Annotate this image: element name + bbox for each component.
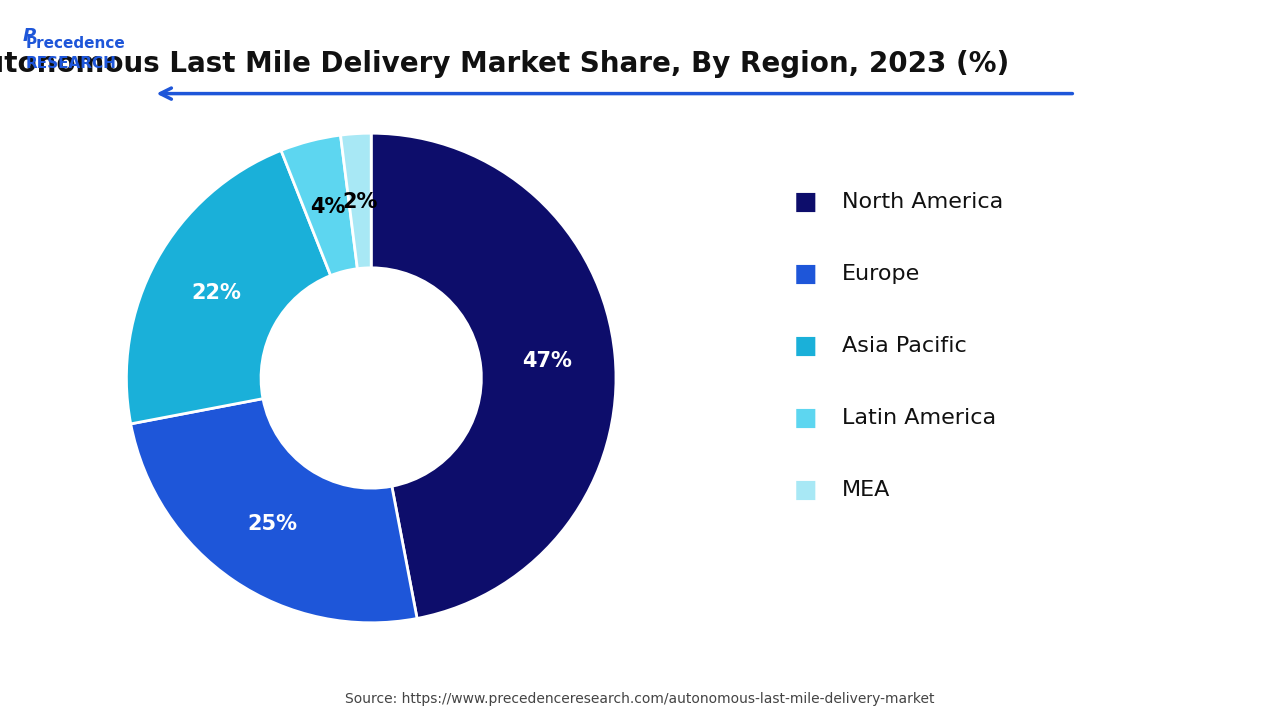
Text: ■: ■ — [794, 189, 817, 214]
Wedge shape — [340, 133, 371, 269]
Wedge shape — [282, 135, 357, 276]
Wedge shape — [131, 399, 417, 623]
Text: 25%: 25% — [247, 514, 297, 534]
Text: ■: ■ — [794, 261, 817, 286]
Text: Autonomous Last Mile Delivery Market Share, By Region, 2023 (%): Autonomous Last Mile Delivery Market Sha… — [0, 50, 1010, 78]
Text: Europe: Europe — [842, 264, 920, 284]
Text: 4%: 4% — [310, 197, 346, 217]
Text: 22%: 22% — [192, 283, 242, 303]
Text: Precedence
RESEARCH: Precedence RESEARCH — [26, 36, 125, 71]
Text: ■: ■ — [794, 333, 817, 358]
Text: ■: ■ — [794, 477, 817, 502]
Text: 47%: 47% — [522, 351, 572, 372]
Text: ■: ■ — [794, 405, 817, 430]
Text: P: P — [23, 27, 36, 45]
Text: Source: https://www.precedenceresearch.com/autonomous-last-mile-delivery-market: Source: https://www.precedenceresearch.c… — [346, 692, 934, 706]
Text: 2%: 2% — [343, 192, 378, 212]
Text: North America: North America — [842, 192, 1004, 212]
Text: MEA: MEA — [842, 480, 891, 500]
Wedge shape — [127, 150, 330, 424]
Wedge shape — [371, 133, 616, 618]
Text: Latin America: Latin America — [842, 408, 996, 428]
Text: Asia Pacific: Asia Pacific — [842, 336, 966, 356]
